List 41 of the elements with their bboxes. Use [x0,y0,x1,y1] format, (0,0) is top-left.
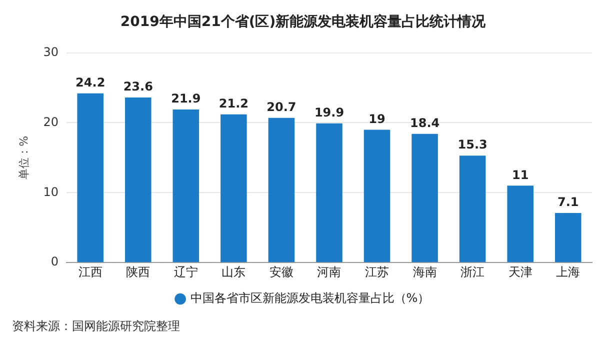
data-label: 21.2 [218,96,248,110]
data-label: 24.2 [76,75,106,90]
legend-label: 中国各省市区新能源发电装机容量占比（%） [190,291,430,306]
data-label: 7.1 [557,195,579,210]
y-tick-label: 0 [50,254,58,269]
bar [220,114,247,262]
bar [316,123,342,262]
bar [459,156,486,262]
y-tick-label: 20 [43,114,58,129]
x-tick-label: 江西 [78,264,102,279]
data-label: 19 [368,112,386,126]
x-tick-label: 辽宁 [174,264,198,279]
data-label: 23.6 [123,80,153,94]
bar [124,98,152,262]
data-label: 18.4 [410,116,440,130]
bar [507,186,534,262]
x-tick-label: 海南 [412,264,437,279]
x-tick-label: 天津 [508,264,532,279]
data-label: 21.9 [171,92,201,106]
text: 资料来源：国网能源研究院整理 [12,319,180,334]
x-tick-label: 河南 [317,264,342,279]
x-tick-label: 浙江 [460,264,485,279]
x-tick-label: 安徽 [269,264,294,279]
data-label: 15.3 [458,138,488,152]
x-tick-label: 陕西 [126,264,150,279]
x-tick-label: 山东 [222,264,246,279]
y-tick-label: 30 [43,44,58,59]
x-tick-label: 江苏 [365,264,390,279]
chart-title: 2019年中国21个省(区)新能源发电装机容量占比统计情况 [120,13,487,30]
data-label: 19.9 [314,106,344,120]
bar [554,212,582,262]
bar [268,118,295,262]
bar [364,130,390,262]
data-label: 11 [512,168,529,182]
bar [412,134,438,262]
y-axis-title: 单位：% [17,136,30,180]
bar [172,109,200,262]
data-label: 20.7 [266,100,296,114]
x-tick-label: 上海 [556,264,580,279]
y-tick-label: 10 [43,184,58,199]
bar [77,93,104,262]
